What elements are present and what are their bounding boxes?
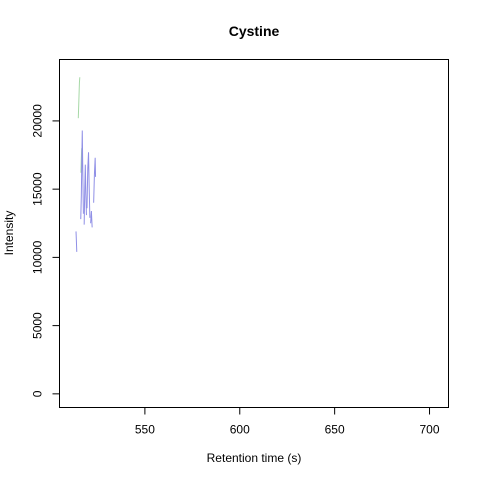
series-2-line [86, 152, 91, 218]
plot-area-frame [59, 59, 449, 408]
y-tick-label: 5000 [31, 312, 45, 339]
series-2 [75, 130, 97, 252]
series-2-line [83, 164, 87, 225]
series-2-line [80, 130, 84, 220]
series-1 [77, 77, 83, 173]
y-tick-label: 15000 [31, 172, 45, 206]
x-axis: 550 600 650 700 [135, 407, 440, 437]
y-tick-label: 10000 [31, 240, 45, 274]
y-axis: 0 5000 10000 15000 20000 [31, 104, 60, 397]
x-tick-label: 650 [325, 423, 345, 437]
y-tick-label: 0 [31, 390, 45, 397]
x-axis-label: Retention time (s) [207, 451, 302, 465]
chart-title: Cystine [229, 23, 280, 39]
x-tick-label: 600 [230, 423, 250, 437]
series-1-line [77, 77, 81, 119]
x-tick-label: 700 [420, 423, 440, 437]
y-tick-label: 20000 [31, 104, 45, 138]
x-tick-label: 550 [135, 423, 155, 437]
series-2-line [93, 157, 97, 203]
series-layer [75, 77, 97, 252]
series-2-line [75, 231, 78, 252]
series-2-line [90, 210, 93, 228]
y-axis-label: Intensity [2, 211, 16, 256]
